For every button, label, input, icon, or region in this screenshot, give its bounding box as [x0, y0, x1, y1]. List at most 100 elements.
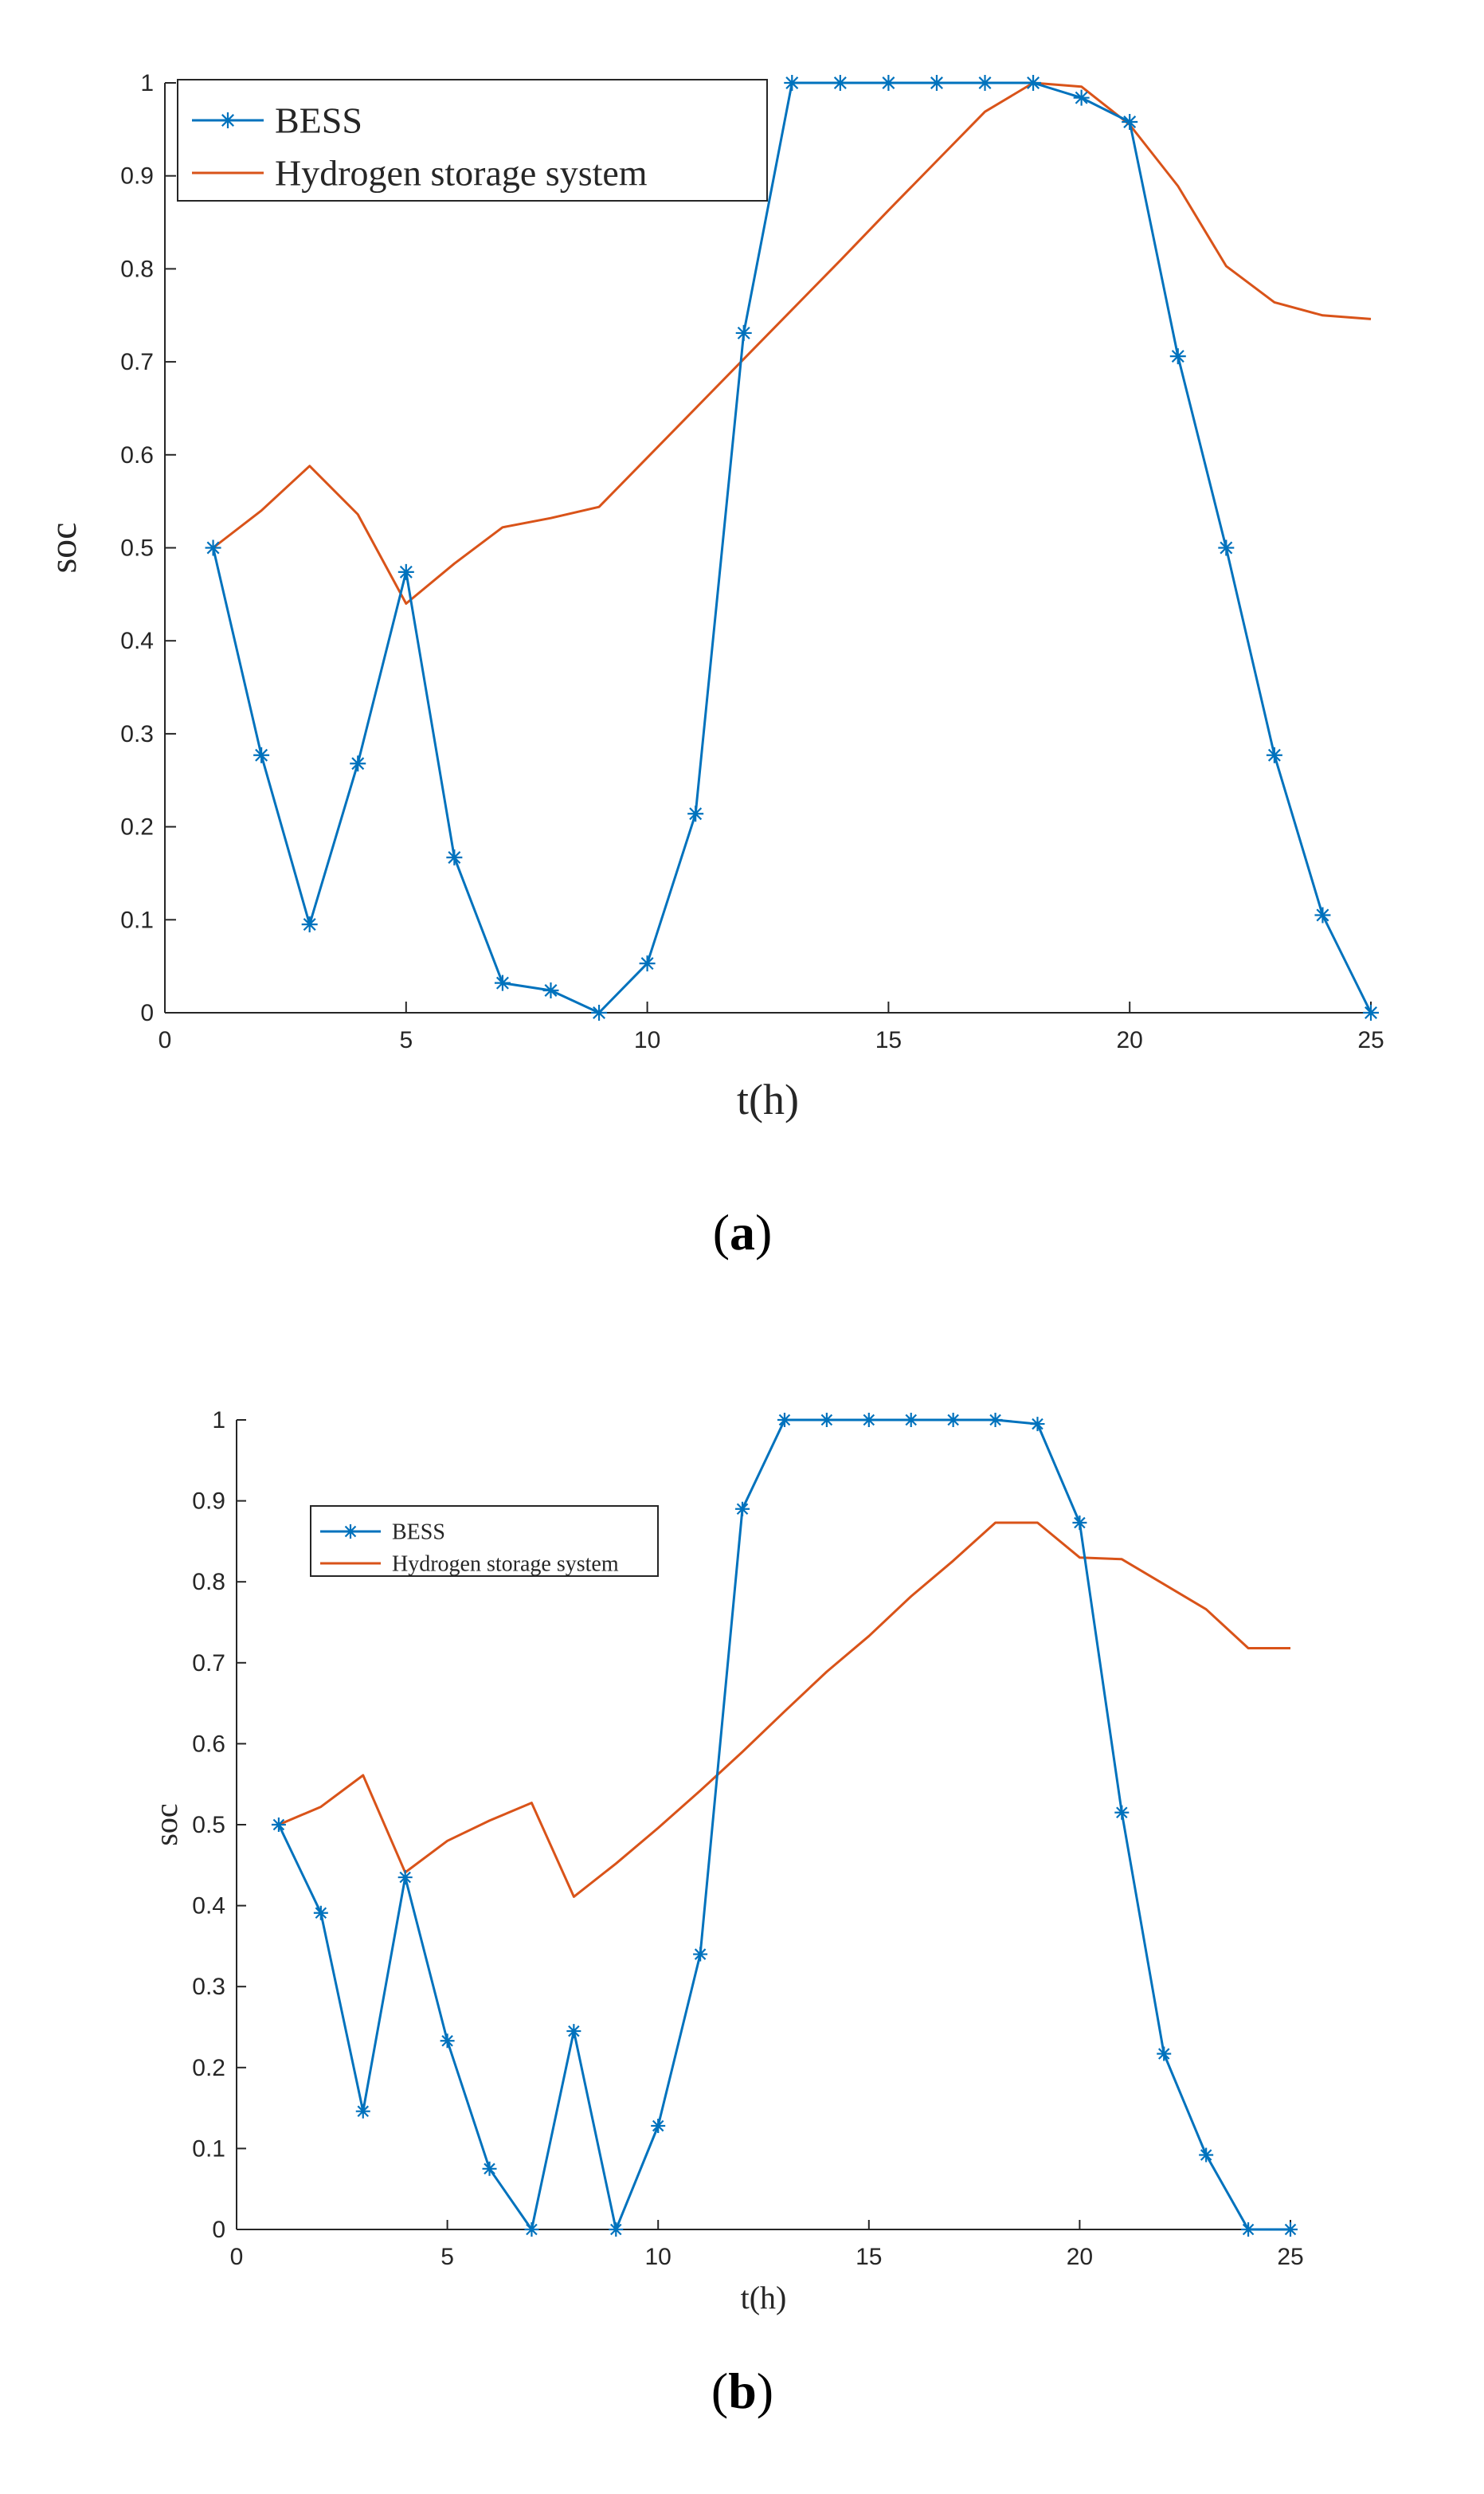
panel-b-y-tick-label: 0.6	[192, 1731, 225, 1757]
panel-a-data-point-bess	[1122, 114, 1138, 131]
panel-a-legend: BESS Hydrogen storage system	[177, 79, 768, 202]
panel-a-data-point-bess	[494, 974, 511, 991]
panel-a-data-point-bess	[928, 75, 945, 91]
panel-a-y-tick-label: 0.5	[120, 535, 154, 562]
panel-b-legend: BESS Hydrogen storage system	[310, 1505, 659, 1577]
panel-a-legend-label: BESS	[275, 100, 362, 141]
panel-a-data-point-bess	[1314, 907, 1331, 923]
panel-a-data-point-bess	[832, 75, 848, 91]
panel-b-y-tick-label: 0.4	[192, 1893, 225, 1920]
panel-b-legend-marker-0	[343, 1524, 358, 1539]
panel-b-y-tick-label: 0	[212, 2217, 225, 2243]
panel-a-x-tick-label: 15	[875, 1027, 902, 1053]
panel-a-data-point-bess	[542, 982, 559, 998]
panel-b-y-tick-label: 0.1	[192, 2135, 225, 2162]
panel-a-data-point-bess	[591, 1005, 608, 1021]
panel-b-x-tick-label: 10	[645, 2244, 672, 2270]
panel-a-y-tick-label: 0.3	[120, 721, 154, 747]
panel-b-data-point-bess	[903, 1413, 918, 1427]
panel-a-data-point-bess	[1266, 747, 1282, 763]
panel-a-data-point-bess	[1218, 539, 1235, 556]
panel-a-x-tick-label: 5	[399, 1027, 413, 1053]
panel-b-x-axis-title: t(h)	[741, 2280, 787, 2316]
panel-b-data-point-bess	[1114, 1805, 1130, 1820]
panel-b-data-point-bess	[355, 2104, 370, 2119]
panel-b-data-point-bess	[566, 2024, 581, 2039]
panel-a-data-point-bess	[784, 75, 801, 91]
panel-a-data-point-bess	[735, 324, 752, 341]
panel-b-y-tick-label: 0.5	[192, 1812, 225, 1838]
panel-a-data-point-bess	[1073, 89, 1090, 106]
panel-a-y-tick-label: 0.9	[120, 163, 154, 190]
panel-b-legend-label: BESS	[392, 1520, 445, 1545]
panel-b-data-point-bess	[609, 2222, 624, 2237]
panel-a-series-line-hydrogen-storage-system	[212, 81, 1372, 605]
panel-b-x-tick-label: 5	[441, 2244, 454, 2270]
panel-b-x-tick-label: 25	[1277, 2244, 1303, 2270]
panel-a-y-tick-label: 0.6	[120, 442, 154, 469]
panel-b-y-tick-label: 0.2	[192, 2055, 225, 2081]
panel-a-data-point-bess	[880, 75, 897, 91]
panel-b-x-tick-label: 15	[856, 2244, 882, 2270]
panel-b-data-point-bess	[1030, 1417, 1045, 1432]
panel-b-data-point-bess	[440, 2033, 455, 2049]
panel-b-data-point-bess	[397, 1870, 413, 1885]
panel-a-data-point-bess	[205, 539, 221, 556]
panel-a-data-point-bess	[977, 75, 993, 91]
panel-b-x-tick-label: 0	[230, 2244, 244, 2270]
panel-b-data-point-bess	[819, 1413, 834, 1427]
panel-a-data-point-bess	[687, 806, 704, 822]
panel-a-x-tick-label: 25	[1357, 1027, 1384, 1053]
panel-a-data-point-bess	[253, 747, 270, 763]
panel-b-label: (b)	[711, 2363, 773, 2419]
panel-a-series-line-bess	[212, 81, 1372, 1014]
panel-b-data-point-bess	[777, 1413, 792, 1427]
panel-a-y-tick-label: 0.8	[120, 256, 154, 282]
panel-b-x-tick-label: 20	[1067, 2244, 1093, 2270]
panel-b-data-point-bess	[1072, 1516, 1087, 1531]
panel-b-data-point-bess	[988, 1413, 1003, 1427]
panel-a-legend-label: Hydrogen storage system	[275, 153, 648, 194]
panel-b-y-tick-label: 0.8	[192, 1569, 225, 1595]
panel-b-chart: 0 5 10 15 20 25 0 0.1 0.2 0.3 0.4 0.5 0.6 0.7 0.8 0.9 1 t…	[148, 1407, 1304, 2316]
panel-a-data-point-bess	[1363, 1005, 1379, 1021]
panel-b-legend-label: Hydrogen storage system	[392, 1552, 619, 1577]
panel-a-chart: 0 5 10 15 20 25 0 0.1 0.2 0.3 0.4 0.5 0.6 0.7 0.8 0.9 1 t…	[42, 70, 1384, 1123]
panel-a-y-tick-label: 0.2	[120, 814, 154, 841]
panel-a-y-tick-label: 0.7	[120, 349, 154, 375]
panel-a-data-point-bess	[1169, 348, 1186, 365]
panel-b-series-line-hydrogen-storage-system	[278, 1521, 1290, 1898]
panel-b-y-tick-label: 1	[212, 1407, 225, 1433]
panel-a-x-tick-label: 20	[1117, 1027, 1143, 1053]
panel-b-data-point-bess	[1283, 2222, 1298, 2237]
panel-b-y-tick-label: 0.9	[192, 1488, 225, 1515]
panel-a-y-tick-label: 1	[140, 70, 154, 96]
panel-a-data-point-bess	[397, 563, 414, 580]
panel-b-data-point-bess	[693, 1947, 708, 1962]
panel-b-data-point-bess	[861, 1413, 876, 1427]
panel-a-y-axis-title: soc	[42, 523, 84, 574]
panel-a-x-tick-label: 10	[634, 1027, 660, 1053]
panel-b-y-tick-label: 0.3	[192, 1974, 225, 2000]
panel-a-data-point-bess	[446, 849, 463, 866]
panel-a-x-axis-title: t(h)	[737, 1076, 799, 1123]
panel-a-label: (a)	[713, 1204, 773, 1261]
panel-b-data-point-bess	[313, 1905, 328, 1920]
panel-b-data-point-bess	[271, 1818, 286, 1832]
panel-a-y-tick-label: 0	[140, 1000, 154, 1026]
panel-b-data-point-bess	[482, 2161, 497, 2176]
panel-b-data-point-bess	[651, 2118, 666, 2133]
panel-a-data-point-bess	[350, 755, 366, 772]
panel-a-x-tick-label: 0	[159, 1027, 172, 1053]
panel-a-data-point-bess	[1025, 75, 1042, 91]
panel-b-data-point-bess	[1241, 2222, 1256, 2237]
panel-b-data-point-bess	[1199, 2147, 1214, 2163]
panel-b-data-point-bess	[524, 2222, 539, 2237]
panel-b-data-point-bess	[1157, 2046, 1172, 2061]
panel-a-data-point-bess	[639, 955, 656, 972]
panel-a-data-point-bess	[301, 916, 318, 933]
panel-a-y-tick-label: 0.1	[120, 907, 154, 933]
panel-b-y-axis-title: soc	[148, 1803, 184, 1845]
panel-b-data-point-bess	[735, 1501, 750, 1516]
